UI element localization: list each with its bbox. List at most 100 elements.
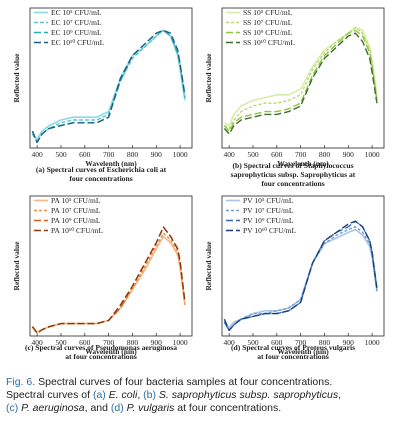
panel-caption: four concentrations — [261, 179, 324, 188]
panel-caption: saprophyticus subsp. Saprophyticus at — [231, 170, 356, 179]
legend-entry: SS 10⁹ CFU/mL — [243, 28, 293, 37]
panel-caption: (a) Spectral curves of Escherichia coli … — [36, 165, 167, 174]
series-line-3 — [31, 29, 186, 144]
x-tick-label: 500 — [55, 150, 67, 159]
x-tick-label: 700 — [103, 338, 115, 347]
series-line-4 — [31, 29, 186, 144]
panel-caption: four concentrations — [69, 174, 132, 183]
chart-panel-b: 400 500 600 700 800 900 1000 Wavelenth (nm) Refl… — [204, 7, 385, 188]
series-line-3 — [223, 220, 378, 332]
x-tick-label: 400 — [224, 338, 236, 347]
plot-frame — [221, 7, 385, 149]
series-line-3 — [31, 226, 186, 334]
x-tick-label: 700 — [295, 338, 307, 347]
legend-entry: EC 10⁹ CFU/mL — [51, 28, 102, 37]
x-tick-label: 800 — [319, 150, 331, 159]
series-line-2 — [223, 226, 378, 332]
legend-entry: PA 10⁵ CFU/mL — [51, 196, 101, 205]
legend-entry: SS 10¹⁰ CFU/mL — [243, 38, 295, 47]
legend-entry: EC 10⁷ CFU/mL — [51, 18, 102, 27]
legend-entry: SS 10⁵ CFU/mL — [243, 8, 293, 17]
x-tick-label: 1000 — [173, 338, 188, 347]
legend-entry: EC 10⁵ CFU/mL — [51, 8, 102, 17]
caption-seg: Spectral curves of — [6, 389, 93, 401]
panel-caption: at four concentrations — [257, 352, 329, 361]
x-tick-label: 400 — [32, 150, 44, 159]
x-axis-label: Wavelenth (nm) — [277, 347, 329, 356]
x-tick-label: 800 — [319, 338, 331, 347]
x-tick-label: 900 — [343, 338, 355, 347]
x-tick-label: 600 — [79, 150, 91, 159]
panel-caption: (c) Spectral curves of Pseudomonas aerug… — [25, 343, 177, 352]
legend-entry: SS 10⁷ CFU/mL — [243, 18, 293, 27]
y-axis-label: Reflected value — [204, 53, 213, 103]
x-tick-label: 800 — [127, 338, 139, 347]
series-line-4 — [223, 32, 378, 135]
x-tick-label: 400 — [32, 338, 44, 347]
caption-text: Spectral curves of four bacteria samples… — [38, 376, 333, 388]
legend-entry: PV 10⁹ CFU/mL — [243, 216, 294, 225]
x-tick-label: 1000 — [365, 338, 380, 347]
caption-seg: , — [338, 389, 342, 401]
chart-panel-c: 400 500 600 700 800 900 1000 Wavelenth (nm) Refl… — [12, 195, 193, 361]
panel-caption: at four concentrations — [65, 352, 137, 361]
x-tick-label: 600 — [271, 338, 283, 347]
x-tick-label: 800 — [127, 150, 139, 159]
series-line-2 — [224, 26, 378, 130]
x-axis-label: Wavelenth (nm) — [85, 159, 137, 168]
caption-ref-a[interactable]: (a) — [92, 389, 106, 401]
caption-ref-d[interactable]: (d) — [110, 402, 124, 414]
caption-seg: , — [137, 389, 144, 401]
x-tick-label: 500 — [55, 338, 67, 347]
series-line-1 — [223, 228, 378, 329]
chart-panel-a: 400 500 600 700 800 900 1000 Wavelenth (nm) Refl… — [12, 7, 193, 183]
series-line-2 — [31, 29, 186, 144]
legend-entry: PA 10⁷ CFU/mL — [51, 206, 101, 215]
series-line-3 — [223, 29, 378, 132]
caption-ref-b[interactable]: (b) — [143, 389, 156, 401]
x-tick-label: 900 — [151, 150, 163, 159]
x-tick-label: 700 — [295, 150, 307, 159]
x-tick-label: 500 — [247, 150, 259, 159]
series-line-4 — [31, 226, 186, 334]
caption-species: E. coli — [108, 389, 138, 401]
legend-entry: PV 10⁷ CFU/mL — [243, 206, 294, 215]
caption-species: S. saprophyticus subsp. saprophyticus — [158, 389, 339, 401]
caption-seg: at four concentrations. — [174, 402, 282, 414]
chart-panel-d: 400 500 600 700 800 900 1000 Wavelenth (nm) Refl… — [204, 195, 385, 361]
x-tick-label: 900 — [343, 150, 355, 159]
x-tick-label: 900 — [151, 338, 163, 347]
plot-frame — [29, 195, 193, 337]
series-line-4 — [223, 220, 378, 332]
x-tick-label: 700 — [103, 150, 115, 159]
caption-seg: , and — [84, 402, 111, 414]
x-tick-label: 600 — [271, 150, 283, 159]
y-axis-label: Reflected value — [204, 241, 213, 291]
x-tick-label: 1000 — [173, 150, 188, 159]
legend-entry: PA 10¹⁰ CFU/mL — [51, 226, 103, 235]
caption-line-2: Spectral curves of (a) E. coli, (b) S. s… — [6, 389, 398, 402]
caption-ref-c[interactable]: (c) — [6, 402, 19, 414]
x-axis-label: Wavelenth (nm) — [85, 347, 137, 356]
panel-caption: (b) Spectral curves of Staphylococcus — [232, 161, 353, 170]
x-tick-label: 500 — [247, 338, 259, 347]
series-line-1 — [223, 26, 378, 127]
x-tick-label: 1000 — [365, 150, 380, 159]
legend-entry: PV 10⁵ CFU/mL — [243, 196, 294, 205]
figure-caption: Fig. 6. Spectral curves of four bacteria… — [6, 376, 398, 415]
plot-frame — [221, 195, 385, 337]
caption-line-1: Fig. 6. Spectral curves of four bacteria… — [6, 376, 398, 389]
legend-entry: EC 10¹⁰ CFU/mL — [51, 38, 105, 47]
y-axis-label: Reflected value — [12, 53, 21, 103]
x-tick-label: 400 — [224, 150, 236, 159]
series-line-2 — [31, 232, 186, 334]
series-line-1 — [31, 235, 186, 334]
x-axis-label: Wavelenth (nm) — [277, 159, 329, 168]
plot-frame — [29, 7, 193, 149]
caption-species: P. vulgaris — [126, 402, 175, 414]
figure-number: Fig. 6. — [6, 376, 36, 388]
panel-caption: (d) Spectral curves of Proteus vulgaris — [231, 343, 355, 352]
figure-panels: 400 500 600 700 800 900 1000 Wavelenth (nm) Refl… — [12, 7, 385, 361]
caption-species: P. aeruginosa — [21, 402, 85, 414]
caption-line-3: (c) P. aeruginosa, and (d) P. vulgaris a… — [6, 402, 398, 415]
